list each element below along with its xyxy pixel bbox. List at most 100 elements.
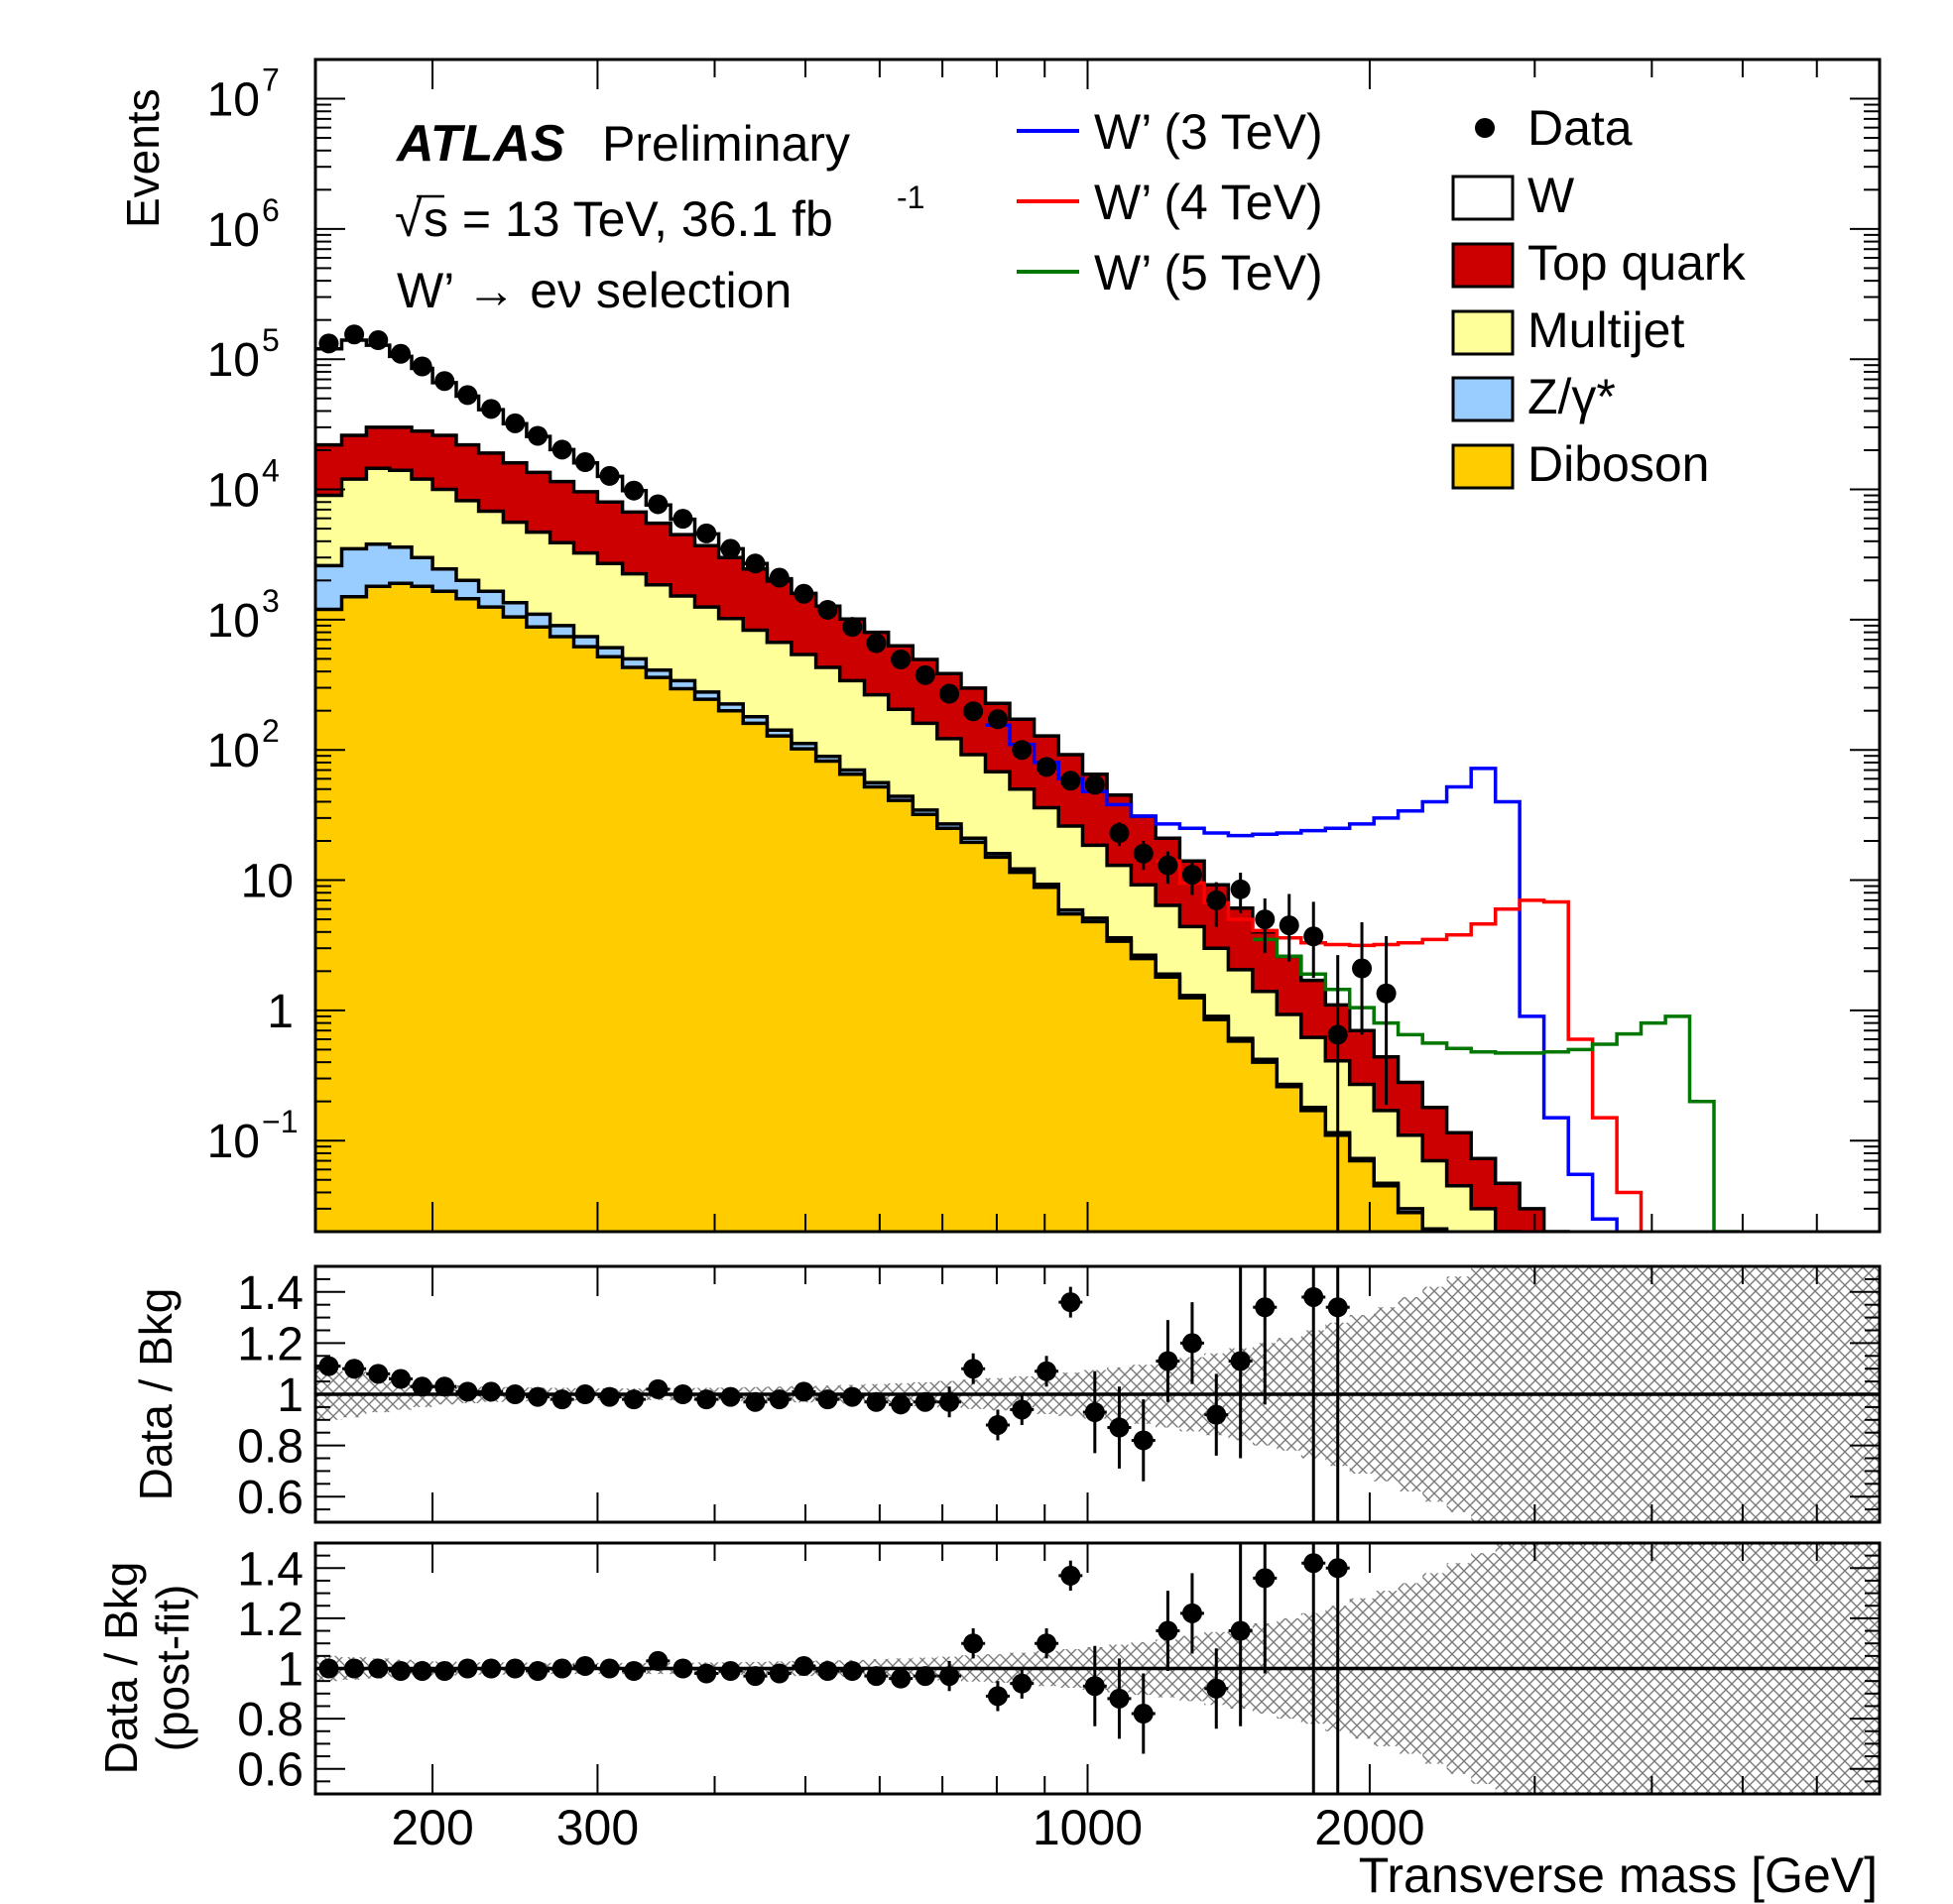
y-tick-exponent: 6 — [262, 192, 280, 228]
data-point — [770, 568, 790, 588]
x-tick-label: 300 — [556, 1800, 639, 1855]
ratio-prefit-point — [575, 1384, 595, 1404]
ratio-postfit-point — [552, 1659, 572, 1679]
y-tick-exponent: 4 — [262, 453, 280, 489]
ratio-postfit-point — [505, 1659, 525, 1679]
ratio-prefit-point — [481, 1381, 501, 1401]
legend-label-diboson: Diboson — [1527, 436, 1709, 492]
data-point — [1352, 959, 1372, 979]
legend-swatch-multijet — [1453, 311, 1513, 354]
ratio-postfit-point — [528, 1661, 548, 1681]
data-point — [1206, 891, 1226, 910]
ratio-postfit-point — [963, 1633, 983, 1653]
data-point — [1182, 865, 1202, 885]
legend-swatch-top — [1453, 244, 1513, 287]
data-point — [391, 344, 411, 364]
ratio-postfit-point — [391, 1661, 411, 1681]
ratio-postfit-point — [866, 1666, 886, 1686]
data-point — [988, 709, 1008, 729]
data-point — [624, 481, 644, 501]
ratio-postfit-point — [1037, 1633, 1056, 1653]
data-point — [1085, 774, 1105, 794]
legend-swatch-w — [1453, 177, 1513, 219]
ratio-postfit-y-tick-label: 1.4 — [237, 1543, 304, 1596]
ratio-prefit-point — [505, 1384, 525, 1404]
ratio-prefit-point — [939, 1392, 959, 1412]
ratio-prefit-point — [672, 1384, 692, 1404]
legend-label-multijet: Multijet — [1527, 302, 1684, 358]
y-tick-label: 1 — [267, 986, 294, 1038]
data-point — [368, 330, 388, 350]
y-tick-label: 10 — [207, 204, 260, 257]
ratio-prefit-point — [1303, 1287, 1323, 1307]
y-tick-label: 10 — [207, 725, 260, 777]
ratio-postfit-point — [648, 1651, 668, 1671]
y-tick-label: 10 — [207, 595, 260, 648]
legend-swatch-zgamma — [1453, 378, 1513, 420]
ratio-postfit-point — [457, 1659, 477, 1679]
ratio-prefit-point — [817, 1389, 837, 1409]
data-point — [1037, 757, 1056, 776]
data-point — [721, 538, 741, 558]
ratio-postfit-point — [624, 1661, 644, 1681]
ratio-prefit-point — [1060, 1292, 1080, 1312]
ratio-prefit-point — [891, 1394, 911, 1414]
ratio-postfit-point — [721, 1661, 741, 1681]
ratio-postfit-point — [672, 1659, 692, 1679]
ratio-postfit-point — [1182, 1604, 1202, 1623]
data-point — [915, 665, 935, 685]
ratio-prefit-point — [866, 1392, 886, 1412]
ratio-postfit-point — [793, 1656, 813, 1676]
data-point — [842, 617, 862, 637]
ratio-prefit-point — [1158, 1351, 1177, 1370]
x-axis-tick-labels: 200 300 1000 2000 — [391, 1800, 1424, 1855]
ratio-prefit-point — [1255, 1297, 1275, 1317]
ratio-postfit-point — [575, 1656, 595, 1676]
ratio-postfit-point — [481, 1659, 501, 1679]
data-point — [1231, 880, 1251, 899]
y-tick-label: 10 — [207, 465, 260, 518]
ratio-prefit-point — [1231, 1351, 1251, 1370]
legend-label-w4: W’ (4 TeV) — [1094, 175, 1323, 230]
ratio-postfit-point — [891, 1669, 911, 1689]
ratio-postfit-point — [1303, 1553, 1323, 1573]
ratio-prefit-point — [842, 1387, 862, 1407]
ratio-prefit-point — [1134, 1430, 1154, 1450]
ratio-prefit-point — [413, 1376, 432, 1396]
data-point — [1060, 771, 1080, 790]
data-point — [434, 371, 454, 391]
ratio-postfit-point — [915, 1666, 935, 1686]
selection-label: W’ → eν selection — [397, 263, 792, 318]
y-tick-exponent: 7 — [262, 62, 280, 98]
data-point — [457, 385, 477, 405]
legend-swatch-diboson — [1453, 445, 1513, 488]
data-point — [939, 684, 959, 704]
legend-data-marker — [1475, 118, 1495, 138]
x-axis-label: Transverse mass [GeV] — [1359, 1847, 1878, 1903]
data-point — [672, 509, 692, 529]
ratio-prefit-point — [552, 1389, 572, 1409]
ratio-postfit-point — [1134, 1704, 1154, 1724]
ratio-prefit-point — [648, 1379, 668, 1399]
data-point — [1328, 1024, 1348, 1044]
data-point — [745, 553, 765, 573]
ratio-postfit-point — [344, 1659, 364, 1679]
data-point — [1109, 823, 1129, 843]
ratio-prefit-point — [600, 1387, 620, 1407]
data-point — [505, 414, 525, 433]
data-point — [963, 701, 983, 721]
legend-backgrounds: Data W Top quark Multijet Z/γ* Diboson — [1453, 100, 1747, 492]
ratio-postfit-point — [817, 1661, 837, 1681]
ratio-postfit-point — [696, 1664, 716, 1684]
y-tick-exponent: 5 — [262, 322, 280, 358]
lumi-exponent: -1 — [897, 179, 924, 215]
ratio-postfit-y-tick-label: 0.8 — [237, 1694, 304, 1746]
ratio-postfit-y-tick-label: 1 — [277, 1644, 304, 1697]
ratio-prefit-point — [528, 1387, 548, 1407]
y-tick-label: 10 — [241, 856, 294, 908]
ratio-prefit-point — [1328, 1297, 1348, 1317]
ratio-prefit-y-tick-label: 1.4 — [237, 1267, 304, 1320]
data-point — [413, 356, 432, 376]
ratio-prefit-point — [745, 1392, 765, 1412]
